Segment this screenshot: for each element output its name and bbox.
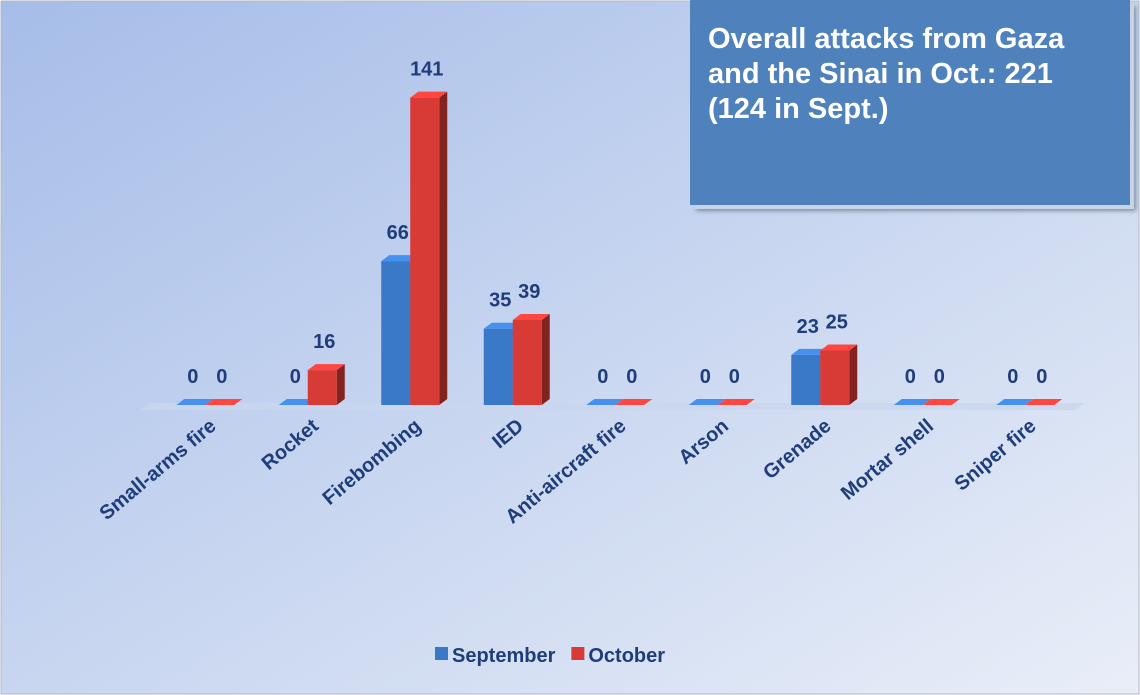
legend-label: September — [452, 645, 556, 667]
bar — [176, 399, 214, 405]
bar-top — [483, 322, 521, 329]
value-label: 66 — [387, 222, 409, 244]
value-label: 0 — [1036, 366, 1047, 388]
value-label: 0 — [216, 366, 227, 388]
bar-top — [410, 91, 448, 98]
value-label: 0 — [934, 366, 945, 388]
value-label: 16 — [313, 331, 335, 353]
bar-side — [541, 313, 550, 405]
bar — [820, 344, 858, 405]
value-label: 25 — [826, 312, 848, 334]
bar — [586, 399, 624, 405]
bar — [278, 399, 316, 405]
bar-top — [893, 399, 931, 405]
bar — [688, 399, 726, 405]
bar — [1025, 399, 1063, 405]
bar-top — [791, 348, 829, 355]
bar — [893, 399, 931, 405]
value-label: 0 — [597, 366, 608, 388]
value-label: 23 — [797, 316, 819, 338]
bar — [512, 313, 550, 405]
bar — [205, 399, 243, 405]
bar-side — [336, 364, 345, 405]
bar — [615, 399, 653, 405]
bar-front — [410, 97, 440, 406]
bar-front — [512, 319, 542, 405]
bar — [307, 364, 345, 405]
bar-top — [586, 399, 624, 405]
value-label: 0 — [729, 366, 740, 388]
bar-side — [439, 91, 448, 406]
value-label: 141 — [410, 59, 443, 81]
value-label: 0 — [187, 366, 198, 388]
bar-top — [381, 255, 419, 262]
bar — [922, 399, 960, 405]
bar-top — [996, 399, 1034, 405]
bar-front — [483, 328, 513, 405]
bar-top — [278, 399, 316, 405]
value-label: 0 — [700, 366, 711, 388]
bar-top — [176, 399, 214, 405]
bar-top — [205, 399, 243, 405]
value-label: 0 — [626, 366, 637, 388]
annotation-box: Overall attacks from Gaza and the Sinai … — [690, 0, 1130, 205]
legend-swatch — [571, 647, 585, 660]
value-label: 35 — [489, 290, 511, 312]
bar-top — [615, 399, 653, 405]
value-label: 39 — [518, 281, 540, 303]
bar-top — [688, 399, 726, 405]
bar — [410, 91, 448, 406]
bar-top — [717, 399, 755, 405]
bar — [717, 399, 755, 405]
bar-top — [1025, 399, 1063, 405]
bar-top — [307, 364, 345, 371]
bar-front — [820, 350, 850, 405]
legend-swatch — [435, 647, 448, 660]
bar-top — [922, 399, 960, 405]
bar-front — [791, 354, 821, 405]
value-label: 0 — [290, 366, 301, 388]
bar-top — [820, 344, 858, 351]
bar-side — [849, 344, 858, 405]
value-label: 0 — [905, 366, 916, 388]
legend-label: October — [588, 645, 665, 667]
bar — [996, 399, 1034, 405]
bar-front — [307, 370, 337, 405]
value-label: 0 — [1007, 366, 1018, 388]
bar-front — [381, 261, 411, 405]
bar-top — [512, 313, 550, 320]
